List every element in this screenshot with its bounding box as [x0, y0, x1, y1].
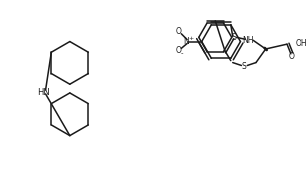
Text: S: S	[231, 33, 236, 42]
Text: NH: NH	[243, 36, 254, 45]
Text: S: S	[242, 62, 247, 71]
Text: -: -	[181, 50, 184, 56]
Text: O: O	[289, 52, 295, 61]
Text: O: O	[176, 27, 181, 36]
Text: +: +	[188, 36, 193, 41]
Text: HN: HN	[37, 88, 50, 97]
Text: O: O	[176, 46, 181, 55]
Text: OH: OH	[296, 39, 307, 48]
Text: N: N	[183, 37, 189, 46]
